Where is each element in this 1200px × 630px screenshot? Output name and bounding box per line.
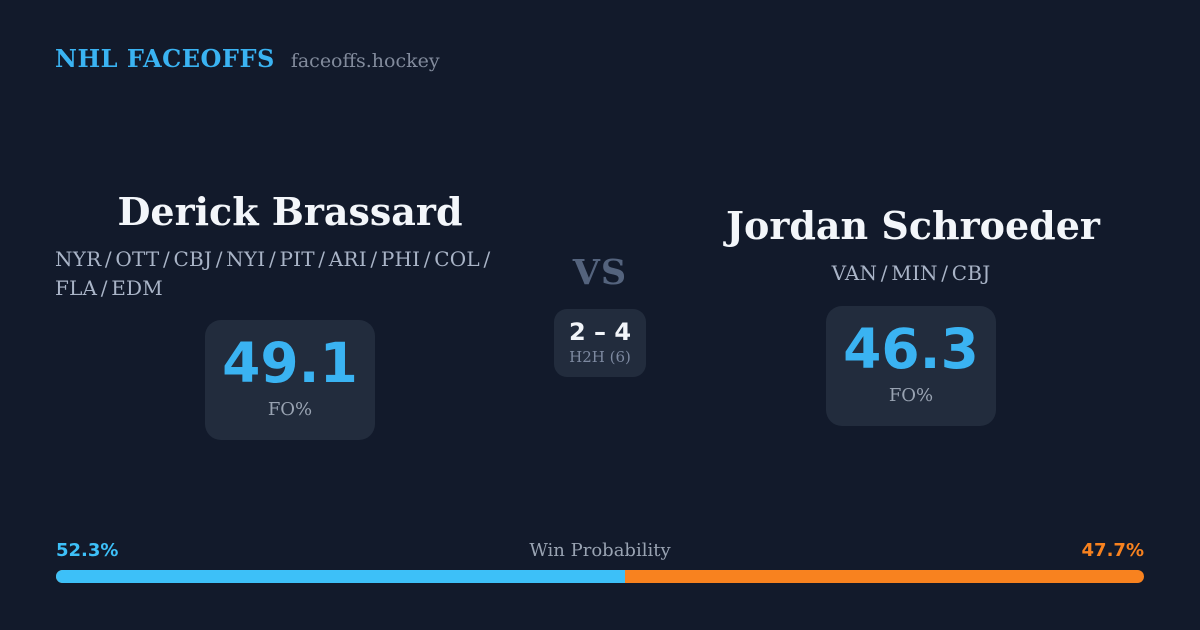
- left-player-column: Derick Brassard NYR / OTT / CBJ / NYI / …: [55, 188, 525, 441]
- site-url: faceoffs.hockey: [290, 50, 440, 72]
- right-player-fo-value: 46.3: [843, 316, 979, 381]
- win-probability-labels: 52.3% Win Probability 47.7%: [56, 540, 1144, 561]
- h2h-card: 2 – 4 H2H (6): [554, 308, 646, 378]
- center-column: VS 2 – 4 H2H (6): [545, 251, 655, 378]
- matchup-row: Derick Brassard NYR / OTT / CBJ / NYI / …: [55, 188, 1145, 441]
- header: NHL FACEOFFS faceoffs.hockey: [55, 44, 440, 73]
- win-probability-title: Win Probability: [529, 540, 671, 561]
- win-probability-bar: [56, 570, 1144, 583]
- right-player-name: Jordan Schroeder: [726, 202, 1100, 248]
- right-win-pct: 47.7%: [1081, 540, 1144, 561]
- left-player-teams: NYR / OTT / CBJ / NYI / PIT / ARI / PHI …: [55, 247, 491, 300]
- left-player-stat-card: 49.1 FO%: [205, 319, 375, 441]
- right-player-stat-card: 46.3 FO%: [826, 305, 996, 427]
- h2h-score: 2 – 4: [568, 317, 632, 346]
- win-probability-fill-left: [56, 570, 626, 583]
- brand-title: NHL FACEOFFS: [55, 44, 275, 73]
- right-player-fo-label: FO%: [888, 385, 934, 407]
- win-probability-section: 52.3% Win Probability 47.7%: [56, 540, 1144, 583]
- left-win-pct: 52.3%: [56, 540, 119, 561]
- left-player-name: Derick Brassard: [117, 188, 463, 234]
- left-player-fo-value: 49.1: [222, 330, 358, 395]
- right-player-column: Jordan Schroeder VAN / MIN / CBJ 46.3 FO…: [726, 202, 1100, 427]
- h2h-label: H2H (6): [569, 348, 631, 367]
- left-player-fo-label: FO%: [267, 399, 313, 421]
- vs-label: VS: [572, 251, 628, 293]
- right-player-teams: VAN / MIN / CBJ: [831, 261, 991, 286]
